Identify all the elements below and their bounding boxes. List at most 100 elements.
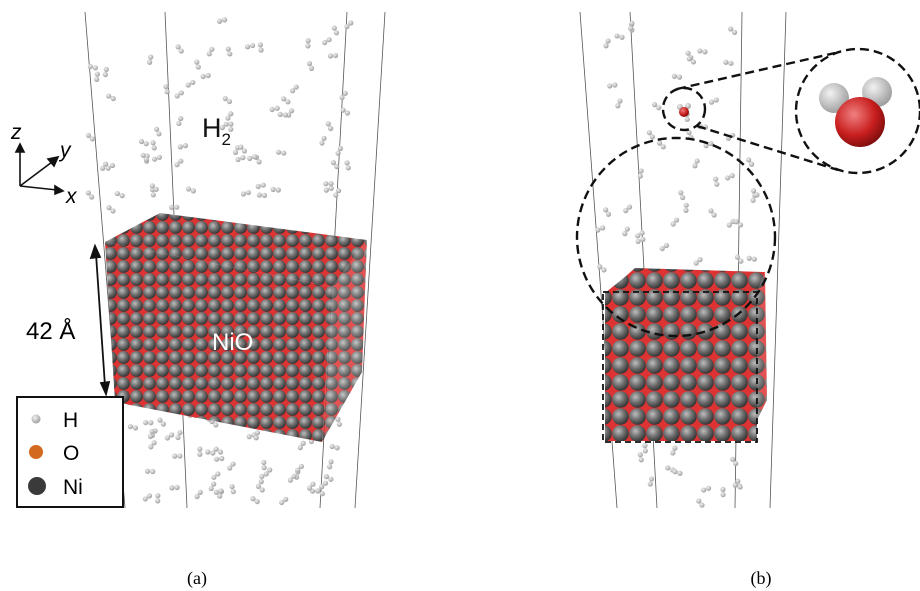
axis-triad (16, 144, 63, 194)
h-atom (155, 493, 160, 498)
h-atom (228, 121, 233, 126)
h-atom (329, 186, 334, 191)
h-atom (341, 108, 346, 113)
h-atom (603, 207, 608, 212)
h-atom (680, 195, 685, 200)
axis-label: x (65, 185, 78, 208)
h-atom (330, 444, 335, 449)
h-atom (218, 488, 223, 493)
h-atom (697, 48, 702, 53)
h-atom (691, 59, 696, 64)
h-atom (732, 30, 737, 35)
nio-block-reduced (605, 268, 767, 441)
h-atom (725, 175, 730, 180)
h-atom (209, 47, 214, 52)
h-atom (727, 222, 732, 227)
h-atom (326, 121, 331, 126)
h-atom (222, 17, 227, 22)
h-atom (619, 35, 624, 40)
h-atom (195, 494, 200, 499)
h-atom (144, 157, 149, 162)
h-atom (196, 64, 201, 69)
h-atom (333, 53, 338, 58)
h-atom (93, 65, 98, 70)
h-atom (638, 173, 643, 178)
legend-swatch (29, 445, 43, 459)
h-atom (141, 153, 146, 158)
h-atom (642, 443, 647, 448)
h-atom (735, 255, 740, 260)
h-atom (191, 188, 196, 193)
h-atom (157, 155, 162, 160)
h-atom (95, 72, 100, 77)
h-atom (656, 105, 661, 110)
h-atom (730, 457, 735, 462)
h-atom (345, 110, 350, 115)
h-atom (328, 126, 333, 131)
h-atom (678, 190, 683, 195)
h-atom (674, 217, 679, 222)
h-atom (279, 500, 284, 505)
h-atom (255, 430, 260, 435)
h-atom (169, 485, 174, 490)
h-atom (233, 150, 238, 155)
h-atom (661, 144, 666, 149)
h-atom (209, 486, 214, 491)
h-atom (320, 491, 325, 496)
h-atom (709, 100, 714, 105)
h-atom (157, 417, 162, 422)
h-atom (213, 422, 218, 427)
h-atom (150, 183, 155, 188)
h-atom (115, 191, 120, 196)
h-atom (319, 140, 324, 145)
h-atom (752, 257, 757, 262)
h-atom (290, 88, 295, 93)
h-atom (152, 440, 157, 445)
h-atom (205, 449, 210, 454)
h-atom (336, 151, 341, 156)
h-atom (250, 43, 255, 48)
block-side (757, 272, 767, 420)
h-atom (291, 474, 296, 479)
h-atom (324, 474, 329, 479)
h-atom (194, 60, 199, 65)
h-atom (683, 208, 688, 213)
h-atom (197, 452, 202, 457)
h-atom (328, 477, 333, 482)
h-atom (328, 459, 333, 464)
legend: H O Ni (17, 397, 123, 507)
h-atom (89, 194, 94, 199)
h-atom (728, 61, 733, 66)
legend-swatch (28, 477, 46, 495)
h-atom (226, 46, 231, 51)
h-atom (270, 107, 275, 112)
h-atom (706, 486, 711, 491)
h-atom (247, 156, 252, 161)
h-atom (106, 205, 111, 210)
h-atom (728, 26, 733, 31)
h-atom (746, 157, 751, 162)
h-atom (639, 168, 644, 173)
h-atom (333, 192, 338, 197)
h-atom (217, 493, 222, 498)
h-atom (334, 164, 339, 169)
h-atom (258, 42, 263, 47)
h-atom (169, 432, 174, 437)
h-atom (258, 47, 263, 52)
h-atom (183, 143, 188, 148)
h-atom (163, 84, 168, 89)
h-atom (240, 155, 245, 160)
h-atom (228, 111, 233, 116)
h-atom (623, 208, 628, 213)
h-atom (617, 98, 622, 103)
h-atom (174, 162, 179, 167)
h-atom (327, 37, 332, 42)
block-top (605, 268, 765, 293)
h-atom (224, 122, 229, 127)
h-atom (615, 103, 620, 108)
h-atom (227, 51, 232, 56)
h-atom (106, 93, 111, 98)
h-atom (639, 457, 644, 462)
h-atom (148, 434, 153, 439)
h-atom (256, 159, 261, 164)
